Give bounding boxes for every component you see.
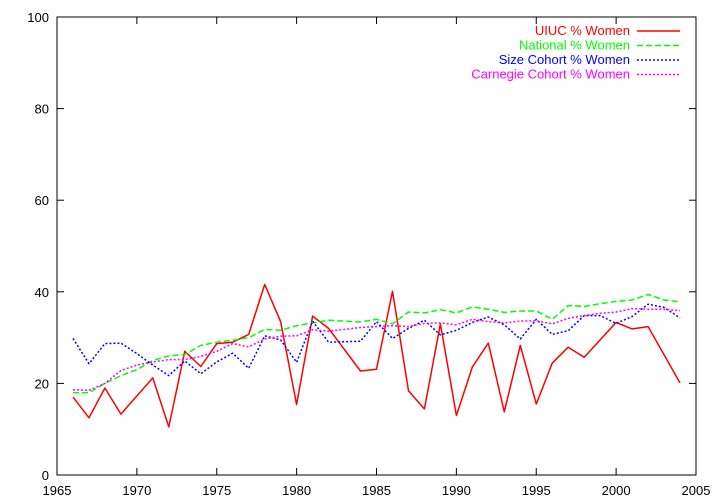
y-tick-label: 40 (35, 285, 49, 300)
y-tick-label: 100 (27, 10, 49, 25)
series-line-0 (72, 283, 681, 428)
x-axis: 1965 1970 1975 1980 1985 1990 1995 2000 2005 (43, 17, 711, 498)
x-tick-label: 2005 (682, 483, 711, 498)
x-tick-label: 1985 (362, 483, 391, 498)
legend-label-2: Size Cohort % Women (499, 52, 630, 67)
legend-label-1: National % Women (519, 38, 630, 53)
series-line-1 (73, 293, 681, 394)
series-line-3 (72, 307, 681, 392)
plot-lines (72, 283, 681, 428)
plot-frame (56, 16, 697, 476)
y-tick-label: 0 (42, 468, 49, 483)
legend-label-0: UIUC % Women (535, 23, 630, 38)
x-tick-label: 1980 (282, 483, 311, 498)
series-line-2 (72, 303, 681, 377)
y-tick-label: 20 (35, 376, 49, 391)
legend-label-3: Carnegie Cohort % Women (471, 67, 630, 82)
x-tick-label: 1990 (442, 483, 471, 498)
x-tick-label: 1970 (122, 483, 151, 498)
x-tick-label: 1965 (43, 483, 72, 498)
x-tick-label: 2000 (602, 483, 631, 498)
x-tick-label: 1975 (202, 483, 231, 498)
y-axis: 0 20 40 60 80 100 (27, 10, 696, 483)
y-tick-label: 60 (35, 193, 49, 208)
y-tick-label: 80 (35, 102, 49, 117)
x-tick-label: 1995 (522, 483, 551, 498)
